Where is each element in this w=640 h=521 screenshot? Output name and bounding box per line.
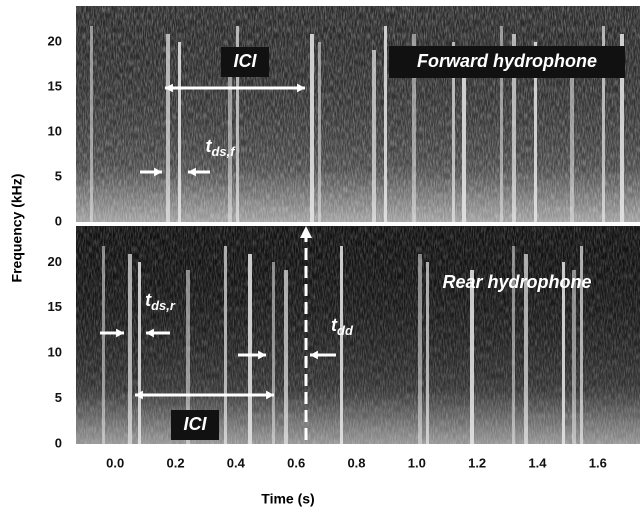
low-frequency-band <box>76 226 640 444</box>
click-trace <box>570 50 574 222</box>
y-tick-label: 15 <box>48 78 62 93</box>
click-trace <box>562 262 565 444</box>
click-trace <box>248 254 252 444</box>
click-trace <box>318 42 321 222</box>
y-tick-label: 10 <box>48 345 62 360</box>
arrow-head <box>154 167 162 177</box>
x-tick-label: 1.4 <box>528 455 547 470</box>
annotation-text: t <box>145 290 152 310</box>
annotation-text: ICI <box>233 51 257 71</box>
panel-label: Forward hydrophone <box>417 51 597 71</box>
y-tick-label: 0 <box>55 435 62 450</box>
click-trace <box>412 34 416 222</box>
arrow-head <box>266 390 274 400</box>
y-tick-label: 5 <box>55 390 62 405</box>
click-trace <box>470 270 474 444</box>
annotation: ICI <box>183 414 207 434</box>
click-trace <box>310 34 314 222</box>
click-trace <box>572 270 576 444</box>
click-trace <box>620 34 624 222</box>
low-frequency-band <box>76 6 640 222</box>
annotation-box <box>171 410 219 440</box>
x-tick-label: 0.2 <box>166 455 184 470</box>
arrow-head <box>310 350 318 360</box>
y-tick-label: 10 <box>48 123 62 138</box>
arrow-head <box>135 390 143 400</box>
label-box <box>389 46 625 78</box>
click-trace <box>186 270 190 444</box>
click-trace <box>384 26 387 222</box>
y-tick-label: 15 <box>48 299 62 314</box>
y-tick-label: 5 <box>55 168 62 183</box>
click-trace <box>340 246 343 444</box>
click-trace <box>512 34 516 222</box>
click-trace <box>452 42 455 222</box>
click-trace <box>418 254 422 444</box>
annotation-text: t <box>331 315 338 335</box>
annotation: tds,f <box>205 136 236 160</box>
arrow-head <box>188 167 196 177</box>
arrow-head <box>300 226 312 238</box>
annotation-subscript: ds,r <box>151 298 176 313</box>
annotation: ICI <box>233 51 257 71</box>
click-trace <box>524 254 528 444</box>
x-tick-label: 1.0 <box>408 455 426 470</box>
arrow-head <box>165 83 173 93</box>
click-trace <box>602 26 605 222</box>
annotation-subscript: dd <box>337 323 354 338</box>
y-tick-label: 0 <box>55 213 62 228</box>
click-trace <box>426 262 429 444</box>
annotation-box <box>221 47 269 77</box>
click-trace <box>178 42 181 222</box>
x-axis-label: Time (s) <box>261 491 314 507</box>
click-trace <box>372 50 376 222</box>
click-trace <box>166 34 170 222</box>
click-trace <box>284 270 288 444</box>
click-trace <box>224 246 227 444</box>
x-tick-label: 0.6 <box>287 455 305 470</box>
click-trace <box>512 246 515 444</box>
annotation-subscript: ds,f <box>211 144 236 159</box>
y-axis-label: Frequency (kHz) <box>9 174 25 283</box>
click-trace <box>128 254 132 444</box>
x-tick-label: 1.2 <box>468 455 486 470</box>
click-trace <box>462 50 466 222</box>
annotation: tdd <box>331 315 354 339</box>
arrow-head <box>297 83 305 93</box>
click-trace <box>228 50 232 222</box>
x-tick-label: 0.4 <box>227 455 246 470</box>
x-tick-label: 0.8 <box>347 455 365 470</box>
annotation: tds,r <box>145 290 176 314</box>
arrow-head <box>146 328 154 338</box>
click-trace <box>236 26 239 222</box>
click-trace <box>534 42 537 222</box>
annotation-text: ICI <box>183 414 207 434</box>
annotation-text: t <box>205 136 212 156</box>
arrow-head <box>116 328 124 338</box>
click-trace <box>272 262 275 444</box>
y-tick-label: 20 <box>48 33 62 48</box>
x-tick-label: 1.6 <box>589 455 607 470</box>
arrow-head <box>258 350 266 360</box>
click-trace <box>500 26 503 222</box>
click-trace <box>580 246 583 444</box>
click-trace <box>138 262 141 444</box>
y-tick-label: 20 <box>48 254 62 269</box>
panel-label: Rear hydrophone <box>442 272 591 292</box>
click-trace <box>102 246 105 444</box>
click-trace <box>90 26 93 222</box>
x-tick-label: 0.0 <box>106 455 124 470</box>
